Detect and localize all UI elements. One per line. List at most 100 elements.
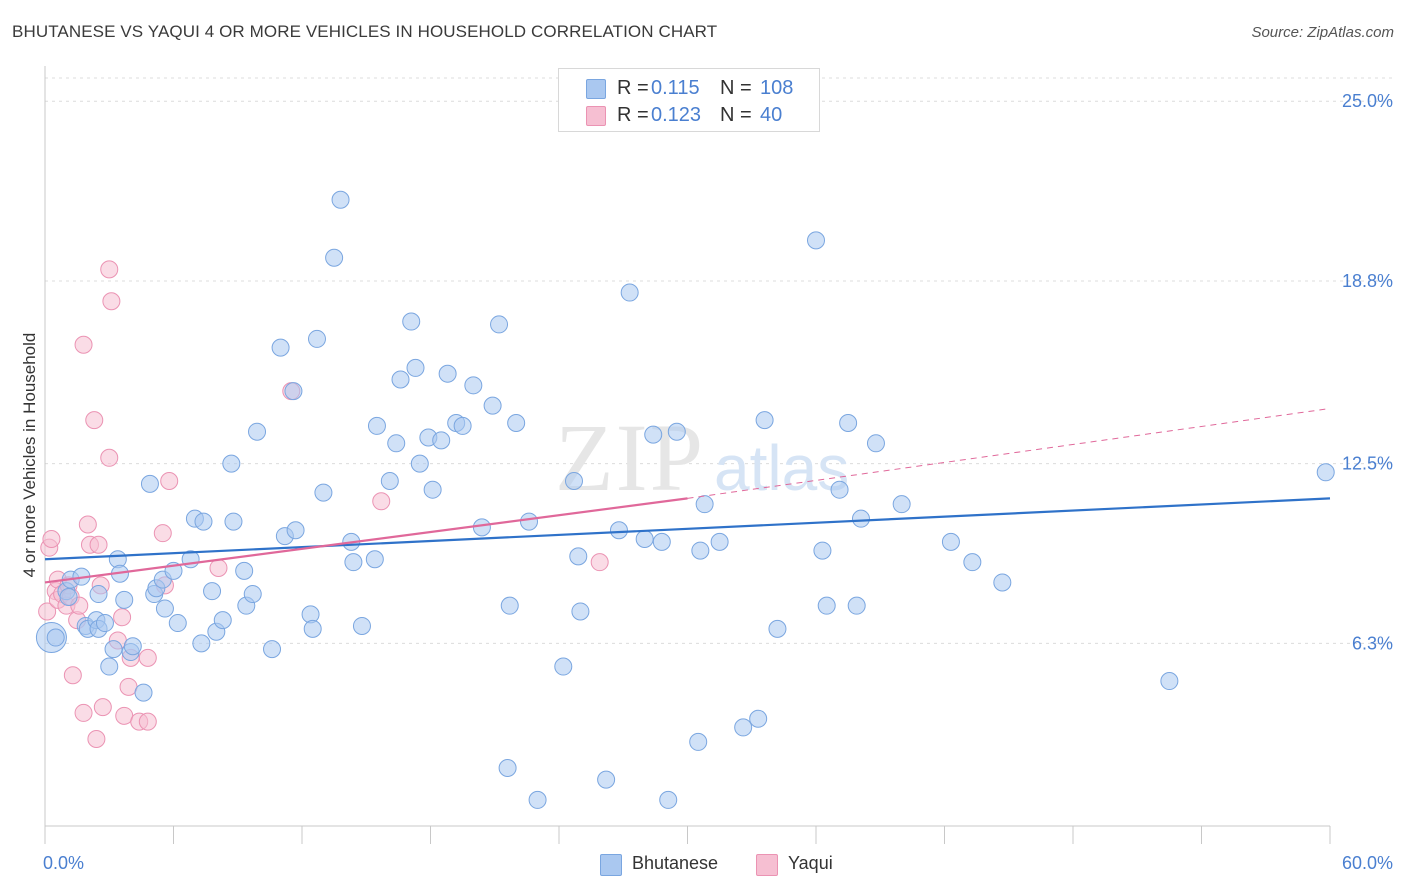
- bhutanese-point: [749, 709, 768, 728]
- n-value: 108: [760, 77, 794, 99]
- bhutanese-point: [839, 414, 858, 433]
- bhutanese-point: [331, 190, 350, 209]
- x-tick-label: 0.0%: [43, 853, 84, 873]
- bhutanese-point: [464, 376, 483, 395]
- yaqui-point: [87, 730, 106, 749]
- zipatlas-watermark: ZIP atlas: [555, 404, 849, 511]
- bhutanese-point: [659, 790, 678, 809]
- r-value: 0.115: [651, 77, 700, 99]
- trend-lines: [44, 408, 1331, 584]
- bhutanese-point: [609, 521, 628, 540]
- bhutanese-point: [564, 471, 583, 490]
- bhutanese-point: [325, 248, 344, 267]
- bhutanese-point: [554, 657, 573, 676]
- stats-box: R = 0.115 N = 108 R = 0.123 N = 40: [558, 68, 820, 132]
- yaqui-points: [38, 260, 609, 749]
- bhutanese-point: [104, 640, 123, 659]
- legend-label-yaqui: Yaqui: [788, 853, 833, 873]
- bhutanese-point: [314, 483, 333, 502]
- yaqui-point: [38, 602, 57, 621]
- yaqui-point: [590, 553, 609, 572]
- bhutanese-point: [410, 454, 429, 473]
- yaqui-point: [113, 608, 132, 627]
- bhutanese-point: [1316, 463, 1335, 482]
- bhutanese-point: [734, 718, 753, 737]
- yaqui-point: [89, 535, 108, 554]
- yaqui-trend-line: [44, 497, 688, 584]
- yaqui-point: [100, 260, 119, 279]
- bhutanese-point: [807, 231, 825, 250]
- bhutanese-point: [391, 370, 410, 389]
- bhutanese-point: [847, 596, 866, 615]
- bhutanese-point: [115, 590, 134, 609]
- bhutanese-point: [652, 532, 671, 551]
- bhutanese-point: [367, 416, 386, 435]
- bhutanese-point: [453, 416, 472, 435]
- bhutanese-point: [490, 315, 509, 334]
- bhutanese-point: [755, 411, 774, 430]
- bhutanese-point: [941, 532, 960, 551]
- bhutanese-point: [963, 553, 982, 572]
- y-tick-label: 6.3%: [1352, 633, 1393, 653]
- bhutanese-point: [528, 790, 547, 809]
- x-tick-label: 60.0%: [1342, 853, 1393, 873]
- yaqui-point: [102, 292, 121, 311]
- bhutanese-point: [194, 512, 213, 531]
- source-label: Source: ZipAtlas.com: [1251, 24, 1394, 41]
- bhutanese-point: [817, 596, 836, 615]
- bhutanese-point: [352, 616, 371, 635]
- r-value: 0.123: [651, 104, 702, 126]
- yaqui-trend-extension: [687, 408, 1331, 499]
- bhutanese-points: [35, 190, 1335, 809]
- bhutanese-point: [203, 582, 222, 601]
- bhutanese-point: [438, 364, 457, 383]
- bhutanese-point: [344, 553, 363, 572]
- bhutanese-point: [432, 431, 451, 450]
- bhutanese-point: [667, 422, 686, 441]
- yaqui-point: [100, 448, 119, 467]
- bhutanese-point: [710, 532, 729, 551]
- yaqui-point: [153, 524, 172, 543]
- stats-row-bhutanese: R = 0.115 N = 108: [559, 75, 819, 101]
- yaqui-point: [119, 677, 138, 696]
- legend-label-bhutanese: Bhutanese: [632, 853, 719, 873]
- bhutanese-point: [224, 512, 243, 531]
- bhutanese-point: [365, 550, 384, 569]
- bhutanese-point: [498, 759, 517, 778]
- bhutanese-point: [866, 434, 885, 453]
- yaqui-point: [160, 471, 179, 490]
- bhutanese-point: [192, 634, 211, 653]
- bhutanese-point: [483, 396, 502, 415]
- bhutanese-point: [830, 480, 849, 499]
- bhutanese-point: [691, 541, 710, 560]
- bhutanese-point: [168, 614, 187, 633]
- bhutanese-point: [248, 422, 267, 441]
- r-label: R =: [617, 104, 649, 126]
- bhutanese-point: [620, 283, 639, 302]
- bhutanese-point: [1160, 672, 1179, 691]
- bhutanese-legend-swatch: [600, 854, 622, 876]
- bhutanese-trend-line: [44, 497, 1331, 561]
- bhutanese-point: [213, 611, 232, 630]
- bhutanese-point: [695, 495, 714, 514]
- bhutanese-point: [89, 585, 108, 604]
- chart-title: BHUTANESE VS YAQUI 4 OR MORE VEHICLES IN…: [12, 22, 718, 41]
- bhutanese-point: [380, 471, 399, 490]
- yaqui-point: [42, 529, 61, 548]
- n-label: N =: [720, 77, 752, 99]
- svg-text:atlas: atlas: [714, 432, 849, 504]
- yaqui-point: [209, 558, 228, 577]
- bhutanese-point: [155, 599, 174, 618]
- yaqui-point: [78, 515, 97, 534]
- bhutanese-point: [286, 521, 305, 540]
- bhutanese-point: [569, 547, 588, 566]
- bhutanese-point: [993, 573, 1012, 592]
- r-label: R =: [617, 77, 649, 99]
- stats-row-yaqui: R = 0.123 N = 40: [559, 102, 819, 128]
- bhutanese-point: [303, 619, 322, 638]
- y-tick-label: 25.0%: [1342, 91, 1393, 111]
- bhutanese-point: [123, 637, 142, 656]
- bhutanese-point: [689, 732, 708, 751]
- axes: [44, 66, 1331, 844]
